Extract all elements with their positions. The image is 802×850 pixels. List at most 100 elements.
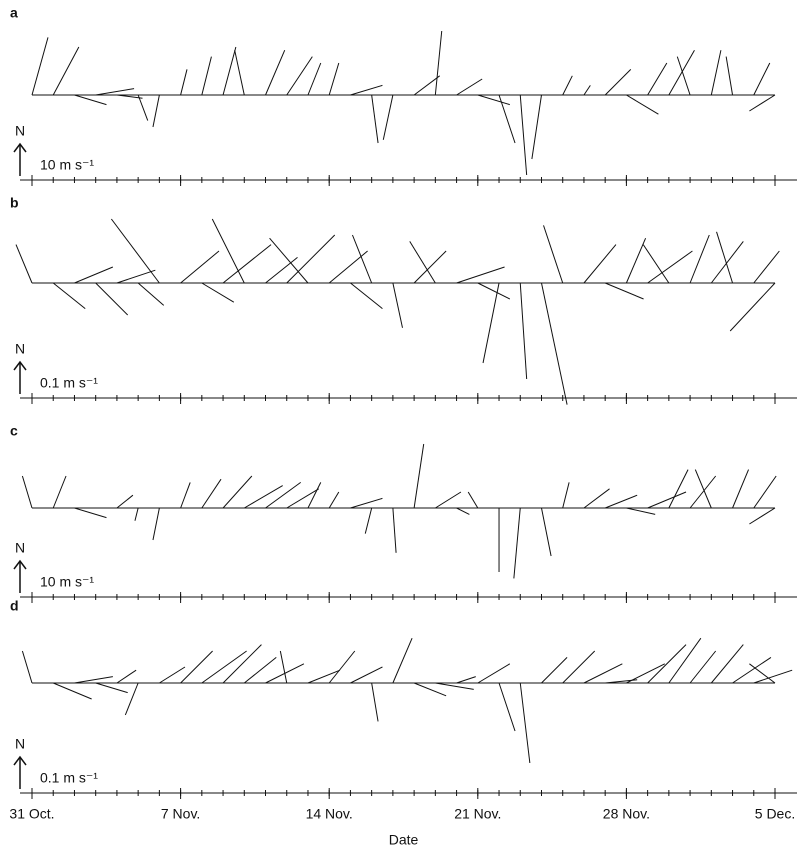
arrow-head xyxy=(13,142,27,153)
stick xyxy=(513,507,521,579)
stick xyxy=(159,666,186,684)
stick xyxy=(152,94,160,128)
stick xyxy=(456,676,476,684)
stick xyxy=(435,491,462,509)
stick xyxy=(265,257,298,284)
stick xyxy=(328,650,356,684)
stick xyxy=(116,494,134,509)
stick xyxy=(413,443,425,509)
stick xyxy=(541,657,568,684)
stick xyxy=(583,244,617,284)
arrow-head xyxy=(13,360,27,371)
stick xyxy=(413,682,447,697)
stick xyxy=(351,234,373,284)
stick xyxy=(749,94,776,112)
stick xyxy=(689,234,710,284)
stick xyxy=(456,266,505,284)
stick xyxy=(382,94,394,140)
stick xyxy=(543,225,564,284)
stick xyxy=(729,282,776,332)
stick xyxy=(15,244,33,284)
stick xyxy=(710,50,722,96)
arrow-head xyxy=(13,559,27,570)
stick xyxy=(152,507,160,541)
stick xyxy=(74,266,114,284)
scale-label: 10 m s⁻¹ xyxy=(40,157,94,173)
stick xyxy=(269,237,309,284)
stick xyxy=(222,46,237,96)
stick xyxy=(243,657,277,684)
stick xyxy=(710,241,744,284)
panel-label: c xyxy=(10,423,18,439)
stick xyxy=(689,650,717,684)
stick xyxy=(95,88,135,96)
stick xyxy=(647,62,668,96)
stick xyxy=(124,682,139,716)
stick xyxy=(392,282,403,328)
stick xyxy=(647,491,687,509)
stick xyxy=(286,488,320,509)
stick xyxy=(74,507,107,519)
stick xyxy=(350,497,383,509)
stick xyxy=(668,637,702,684)
north-label: N xyxy=(15,123,25,139)
x-tick-label: 21 Nov. xyxy=(454,806,501,822)
stick xyxy=(519,682,531,764)
stick xyxy=(647,250,693,284)
stick xyxy=(716,231,734,284)
stick xyxy=(562,75,573,96)
stick xyxy=(137,282,165,306)
stick xyxy=(31,37,49,96)
x-axis-title: Date xyxy=(389,832,419,848)
stick xyxy=(201,56,212,96)
stick xyxy=(625,238,647,284)
stick xyxy=(498,94,516,144)
stick xyxy=(116,94,143,99)
stick xyxy=(668,49,695,96)
stick xyxy=(732,469,750,509)
stick xyxy=(350,84,383,96)
stick xyxy=(95,682,128,694)
stick xyxy=(413,250,447,284)
stick xyxy=(583,663,623,684)
stick xyxy=(642,244,670,284)
x-tick-label: 31 Oct. xyxy=(9,806,54,822)
stick xyxy=(265,481,302,509)
stick xyxy=(328,62,340,96)
stick xyxy=(477,663,511,684)
stick xyxy=(180,69,188,96)
stick xyxy=(328,250,368,284)
stick xyxy=(477,282,511,300)
stick xyxy=(52,282,86,309)
x-tick-label: 14 Nov. xyxy=(306,806,353,822)
stick xyxy=(434,30,443,96)
stick xyxy=(201,478,222,509)
stick xyxy=(676,56,691,96)
stick xyxy=(456,78,483,96)
stick xyxy=(749,507,776,525)
stick xyxy=(134,507,139,521)
stick xyxy=(540,282,568,405)
stick xyxy=(647,644,687,684)
stick xyxy=(52,475,67,509)
stick xyxy=(531,94,542,160)
arrow-head xyxy=(13,755,27,766)
panel-label: a xyxy=(10,5,18,21)
stick xyxy=(498,682,516,732)
stick xyxy=(116,669,137,684)
stick xyxy=(562,650,596,684)
stick xyxy=(180,650,213,684)
stick xyxy=(519,94,528,176)
stick xyxy=(604,69,632,96)
stick xyxy=(222,644,262,684)
panel-label: d xyxy=(10,598,19,614)
stick xyxy=(222,244,272,284)
stick xyxy=(234,50,245,96)
x-tick-label: 28 Nov. xyxy=(603,806,650,822)
stick xyxy=(409,241,436,284)
stick xyxy=(21,475,33,509)
stick xyxy=(137,94,149,121)
stick xyxy=(749,663,776,684)
stick xyxy=(180,250,220,284)
